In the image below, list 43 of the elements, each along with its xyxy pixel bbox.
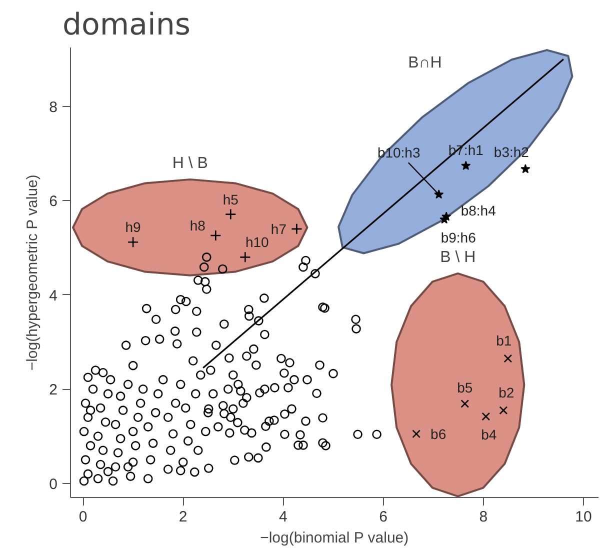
x-tick-label: 2	[178, 508, 188, 526]
annotation: h10	[245, 234, 270, 250]
annotation: b4	[481, 426, 497, 442]
annotation: b5	[457, 380, 473, 396]
annotation: b1	[496, 332, 512, 348]
annotation: b6	[430, 426, 446, 442]
point	[504, 354, 512, 363]
x-axis-title: −log(binomial P value)	[260, 530, 409, 546]
x-tick-label: 10	[575, 508, 592, 526]
annotation: H \ B	[172, 154, 208, 172]
annotation: h5	[222, 191, 239, 208]
point	[499, 406, 508, 415]
point	[520, 164, 530, 174]
x-tick-label: 6	[379, 508, 388, 526]
point	[434, 190, 444, 199]
x-tick-label: 8	[479, 508, 488, 526]
annotation: h7	[270, 220, 287, 237]
point	[240, 252, 251, 263]
x-tick-label: 4	[279, 508, 288, 526]
y-tick-label: 8	[49, 98, 58, 116]
point	[461, 160, 471, 170]
chart-title: domains	[62, 8, 190, 42]
y-tick-label: 0	[49, 476, 58, 493]
annotation: h8	[190, 218, 206, 234]
annotation: b8:h4	[460, 202, 496, 219]
point	[460, 400, 470, 408]
y-tick-label: 4	[49, 287, 58, 304]
annotation: B∩H	[408, 54, 442, 72]
annotation: b9:h6	[440, 229, 476, 246]
point	[127, 236, 139, 248]
annotation: B \ H	[440, 248, 476, 266]
point	[412, 430, 421, 438]
point	[440, 214, 450, 224]
y-axis-title: −log(hypergeometric P value)	[24, 174, 42, 371]
annotation: b2	[498, 384, 514, 400]
y-tick-label: 6	[49, 193, 58, 210]
x-tick-label: 0	[78, 508, 88, 526]
y-tick-label: 2	[49, 382, 58, 399]
point	[210, 230, 222, 242]
annotation: h9	[125, 219, 142, 236]
point	[482, 412, 490, 421]
point	[225, 208, 236, 220]
point	[291, 223, 302, 235]
